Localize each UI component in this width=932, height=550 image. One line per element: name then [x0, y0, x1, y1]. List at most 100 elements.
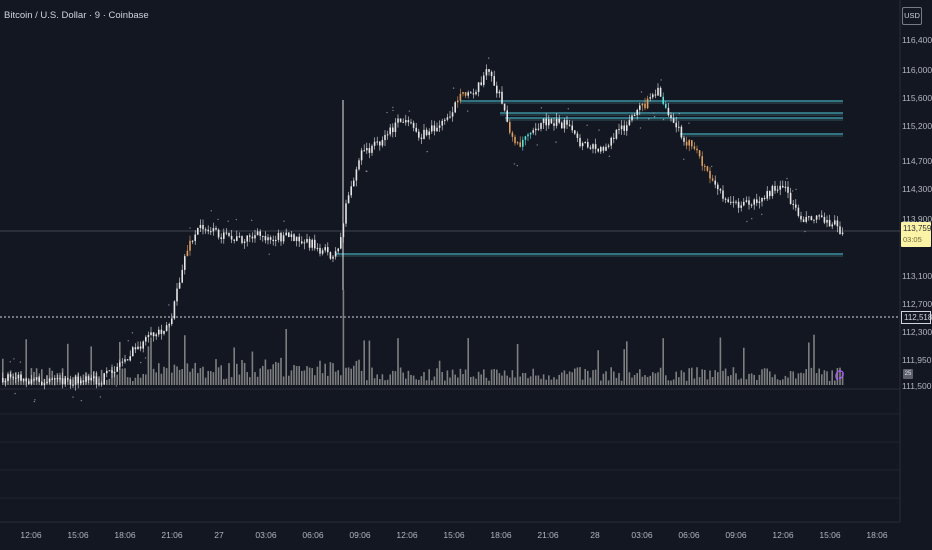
candle-body [246, 235, 248, 242]
volume-bar [787, 377, 789, 385]
candle-body [823, 216, 826, 223]
volume-bar [566, 374, 568, 385]
candle-body [4, 380, 7, 383]
volume-bar [568, 371, 571, 385]
candle-body [597, 148, 599, 152]
candle-body [714, 180, 716, 185]
time-axis-label: 06:06 [302, 530, 324, 540]
annotation-dot [72, 396, 74, 398]
volume-bar [665, 375, 667, 385]
candle-body [675, 122, 677, 128]
candle-body [511, 132, 514, 137]
candle-body [147, 334, 150, 338]
volume-bar [446, 370, 449, 385]
annotation-dot [13, 358, 15, 360]
volume-bar [802, 373, 805, 385]
price-axis-label: 114,300.00 [902, 184, 932, 194]
volume-bar [464, 369, 467, 385]
candle-body [743, 201, 745, 206]
candle-body [537, 128, 540, 130]
volume-bar [251, 351, 254, 385]
candle-body [667, 107, 670, 116]
volume-bar [516, 344, 519, 385]
candle-body [748, 200, 750, 205]
candle-body [345, 203, 347, 224]
time-axis-label: 12:06 [20, 530, 42, 540]
candle-body [360, 150, 363, 161]
candle-body [113, 371, 116, 373]
candle-body [241, 236, 243, 243]
volume-bar [48, 367, 51, 385]
candle-body [540, 123, 542, 129]
volume-bar [818, 368, 820, 385]
candle-body [792, 203, 794, 205]
volume-bar [522, 372, 524, 385]
volume-bar [212, 372, 215, 385]
candle-body [220, 237, 222, 239]
candle-body [381, 140, 384, 146]
volume-bar [821, 374, 823, 385]
annotation-dot [516, 164, 518, 167]
annotation-dot [392, 106, 394, 109]
candle-body [795, 204, 797, 208]
volume-bar [717, 372, 719, 385]
candle-body [730, 201, 732, 203]
annotation-dot [598, 129, 600, 131]
currency-button[interactable]: USD [902, 7, 922, 25]
volume-bar [350, 368, 352, 385]
volume-bar [732, 367, 735, 385]
volume-bar [628, 372, 631, 385]
volume-bar [173, 364, 176, 385]
volume-bar [160, 373, 163, 385]
volume-bar [795, 378, 797, 385]
volume-bar [607, 380, 610, 385]
candle-body [67, 378, 69, 380]
candle-body [680, 126, 683, 138]
candle-body [334, 251, 337, 257]
time-axis-label: 12:06 [772, 530, 794, 540]
candle-body [522, 139, 524, 147]
candle-body [756, 199, 758, 203]
volume-bar [280, 357, 282, 385]
volume-bar [808, 342, 810, 385]
candle-body [145, 337, 147, 342]
candle-body [264, 235, 267, 241]
volume-bar [308, 367, 311, 385]
volume-bar [828, 380, 831, 385]
candle-body [602, 147, 605, 151]
candle-body [119, 362, 121, 367]
candle-body [386, 134, 389, 136]
candle-body [210, 231, 212, 233]
candle-body [194, 234, 196, 241]
volume-bar [298, 366, 300, 385]
volume-bar [594, 369, 597, 385]
volume-bar [831, 370, 833, 385]
symbol-title[interactable]: Bitcoin / U.S. Dollar · 9 · Coinbase [4, 10, 149, 21]
volume-bar [498, 373, 501, 385]
volume-bar [100, 369, 103, 385]
volume-bar [722, 370, 724, 385]
volume-bar [233, 347, 235, 385]
volume-bar [652, 372, 654, 385]
volume-bar [789, 370, 792, 385]
volume-bar [142, 373, 144, 385]
volume-bar [675, 371, 677, 385]
volume-bar [389, 374, 391, 385]
candle-body [659, 87, 662, 97]
candle-body [327, 247, 329, 253]
volume-bar [402, 372, 404, 385]
volume-bar [35, 368, 38, 385]
candle-body [633, 114, 636, 116]
annotation-dot [586, 124, 588, 126]
volume-bar [667, 380, 670, 385]
volume-bar [592, 370, 594, 385]
volume-bar [355, 360, 358, 385]
annotation-dot [639, 127, 642, 129]
candle-body [498, 91, 501, 94]
volume-bar [425, 380, 428, 385]
volume-bar [719, 337, 722, 385]
volume-bar [108, 378, 111, 385]
annotation-dot [711, 165, 713, 168]
candle-body [808, 216, 810, 218]
